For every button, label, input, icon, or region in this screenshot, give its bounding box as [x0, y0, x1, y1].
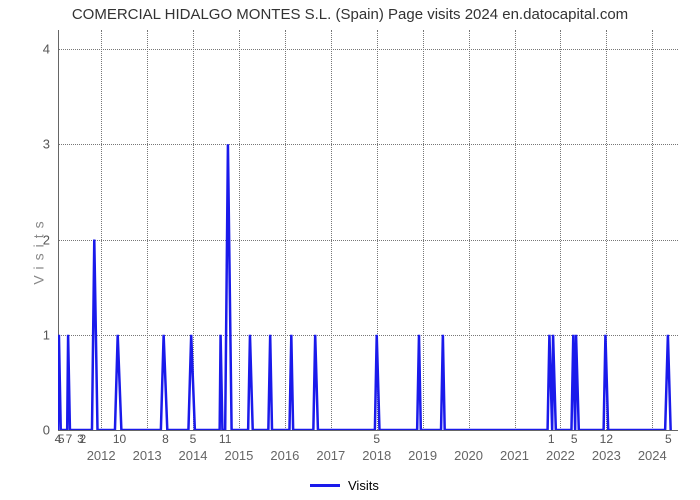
- legend-label: Visits: [348, 478, 379, 493]
- x-tick-year: 2013: [133, 448, 162, 463]
- x-tick-year: 2016: [270, 448, 299, 463]
- y-tick: 4: [43, 42, 50, 57]
- x-value-label: 8: [162, 432, 169, 446]
- x-tick-year: 2022: [546, 448, 575, 463]
- x-tick-year: 2012: [87, 448, 116, 463]
- y-tick: 0: [43, 423, 50, 438]
- x-value-label: 7: [66, 432, 73, 446]
- y-tick: 3: [43, 137, 50, 152]
- x-value-label: 2: [79, 432, 86, 446]
- x-tick-year: 2021: [500, 448, 529, 463]
- x-value-label: 5: [665, 432, 672, 446]
- y-axis-label: Visits: [31, 215, 47, 284]
- x-value-label: 1: [548, 432, 555, 446]
- legend: Visits: [310, 478, 379, 493]
- x-tick-year: 2014: [179, 448, 208, 463]
- y-tick: 1: [43, 327, 50, 342]
- x-tick-year: 2015: [224, 448, 253, 463]
- x-value-label: 10: [113, 432, 126, 446]
- x-value-label: 5: [373, 432, 380, 446]
- x-value-label: 5: [571, 432, 578, 446]
- x-value-label: 5: [190, 432, 197, 446]
- x-tick-year: 2024: [638, 448, 667, 463]
- x-tick-year: 2019: [408, 448, 437, 463]
- x-value-label: 11: [219, 432, 231, 446]
- x-tick-year: 2023: [592, 448, 621, 463]
- x-value-label: 12: [600, 432, 613, 446]
- x-value-label: 5: [58, 432, 65, 446]
- x-axis-line: [58, 430, 678, 431]
- chart-title: COMERCIAL HIDALGO MONTES S.L. (Spain) Pa…: [0, 6, 700, 23]
- x-tick-year: 2017: [316, 448, 345, 463]
- series-line: [58, 30, 678, 430]
- plot-area: 0123445732108511515125201220132014201520…: [58, 30, 678, 430]
- x-tick-year: 2018: [362, 448, 391, 463]
- legend-swatch: [310, 484, 340, 487]
- x-tick-year: 2020: [454, 448, 483, 463]
- visits-chart: COMERCIAL HIDALGO MONTES S.L. (Spain) Pa…: [0, 0, 700, 500]
